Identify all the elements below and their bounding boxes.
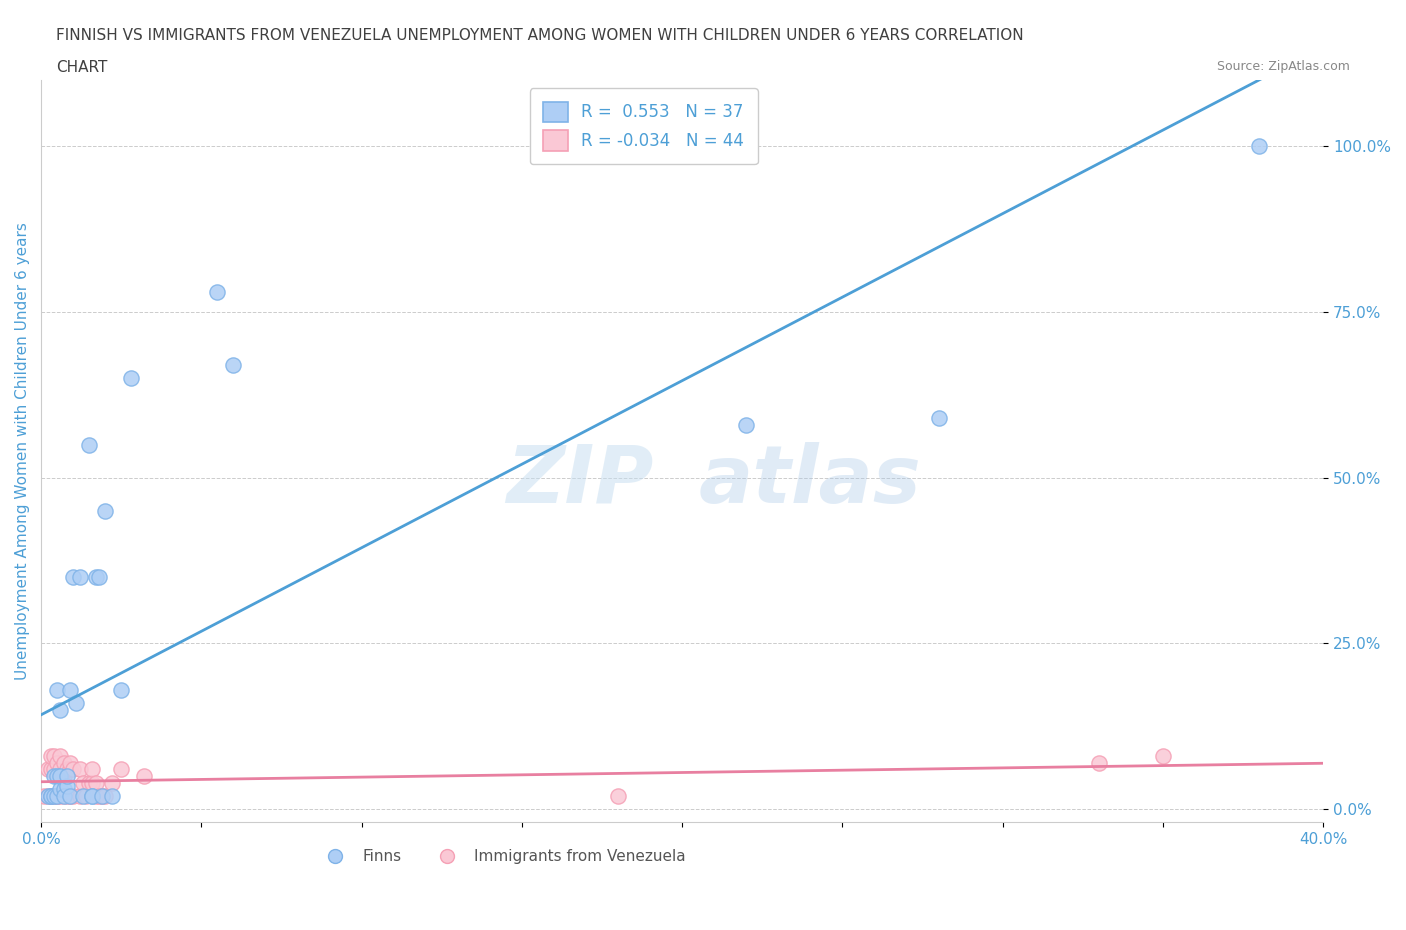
Text: ZIP: ZIP: [506, 442, 654, 520]
Point: [87, 570, 110, 585]
Point: [62, 762, 84, 777]
Point: [62, 789, 84, 804]
Point: [222, 358, 245, 373]
Point: [39, 789, 62, 804]
Point: [49, 789, 72, 804]
Point: [39, 789, 62, 804]
Point: [39, 789, 62, 804]
Point: [207, 285, 229, 299]
Point: [55, 778, 77, 793]
Point: [42, 789, 65, 804]
Point: [100, 776, 122, 790]
Point: [1249, 139, 1271, 153]
Point: [120, 371, 142, 386]
Point: [46, 683, 69, 698]
Point: [100, 789, 122, 804]
Point: [87, 789, 110, 804]
Y-axis label: Unemployment Among Women with Children Under 6 years: Unemployment Among Women with Children U…: [15, 222, 30, 680]
Text: CHART: CHART: [56, 60, 108, 75]
Point: [52, 782, 75, 797]
Point: [928, 411, 950, 426]
Point: [132, 768, 155, 783]
Point: [55, 789, 77, 804]
Point: [77, 437, 100, 452]
Point: [94, 789, 117, 804]
Point: [46, 789, 69, 804]
Point: [607, 119, 630, 134]
Point: [46, 768, 69, 783]
Point: [42, 749, 65, 764]
Point: [65, 696, 87, 711]
Point: [34, 789, 56, 804]
Point: [84, 776, 107, 790]
Legend: Finns, Immigrants from Venezuela: Finns, Immigrants from Venezuela: [314, 844, 692, 870]
Point: [42, 789, 65, 804]
Point: [46, 768, 69, 783]
Point: [42, 762, 65, 777]
Point: [91, 789, 114, 804]
Point: [46, 789, 69, 804]
Point: [69, 570, 91, 585]
Point: [59, 683, 82, 698]
Point: [77, 776, 100, 790]
Text: Source: ZipAtlas.com: Source: ZipAtlas.com: [1216, 60, 1350, 73]
Point: [82, 789, 104, 804]
Point: [62, 570, 84, 585]
Point: [110, 683, 132, 698]
Point: [94, 503, 117, 518]
Point: [46, 789, 69, 804]
Point: [39, 749, 62, 764]
Point: [49, 762, 72, 777]
Text: FINNISH VS IMMIGRANTS FROM VENEZUELA UNEMPLOYMENT AMONG WOMEN WITH CHILDREN UNDE: FINNISH VS IMMIGRANTS FROM VENEZUELA UNE…: [56, 28, 1024, 43]
Point: [59, 789, 82, 804]
Point: [37, 789, 59, 804]
Point: [607, 789, 630, 804]
Point: [69, 789, 91, 804]
Point: [49, 749, 72, 764]
Point: [42, 768, 65, 783]
Point: [82, 789, 104, 804]
Point: [1152, 749, 1174, 764]
Point: [84, 789, 107, 804]
Point: [39, 762, 62, 777]
Point: [72, 776, 94, 790]
Point: [59, 789, 82, 804]
Point: [52, 789, 75, 804]
Point: [52, 755, 75, 770]
Point: [49, 702, 72, 717]
Point: [46, 755, 69, 770]
Point: [1088, 755, 1111, 770]
Point: [55, 768, 77, 783]
Point: [75, 789, 97, 804]
Point: [37, 789, 59, 804]
Text: atlas: atlas: [699, 442, 922, 520]
Point: [49, 782, 72, 797]
Point: [55, 762, 77, 777]
Point: [735, 418, 758, 432]
Point: [59, 755, 82, 770]
Point: [84, 570, 107, 585]
Point: [91, 789, 114, 804]
Point: [52, 768, 75, 783]
Point: [110, 762, 132, 777]
Point: [49, 768, 72, 783]
Point: [82, 762, 104, 777]
Point: [82, 776, 104, 790]
Point: [72, 789, 94, 804]
Point: [52, 789, 75, 804]
Point: [69, 762, 91, 777]
Point: [59, 762, 82, 777]
Point: [37, 762, 59, 777]
